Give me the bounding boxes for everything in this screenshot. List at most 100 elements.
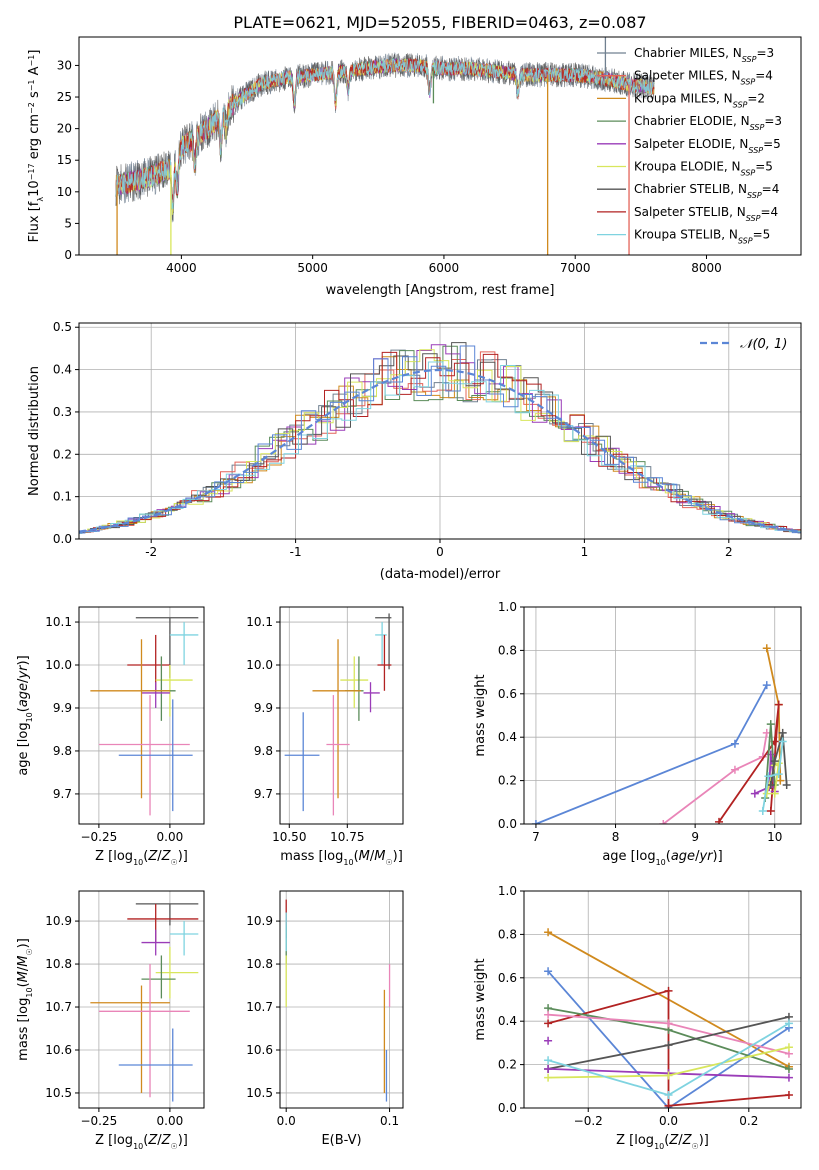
x-axis-label: Z [log10(Z/Z☉)]: [616, 1133, 709, 1151]
weight-marker: [782, 780, 791, 789]
y-axis-label: mass [log10(M/M☉)]: [16, 938, 34, 1061]
plot-area: [284, 613, 392, 816]
x-tick-label: 0: [436, 545, 444, 559]
y-tick-label: 10.9: [45, 914, 72, 928]
legend-entry: Salpeter STELIB, NSSP=4: [634, 205, 778, 223]
y-tick-label: 10.8: [45, 957, 72, 971]
legend-entry: 𝒩(0, 1): [740, 337, 787, 352]
y-tick-label: 0.5: [53, 320, 72, 334]
y-tick-label: 10.7: [246, 1000, 273, 1014]
legend-entry: Chabrier MILES, NSSP=3: [634, 46, 774, 64]
y-tick-label: 10.5: [246, 1086, 273, 1100]
legend-entry: Salpeter ELODIE, NSSP=5: [634, 137, 781, 155]
mass-vs-metallicity-panel: −0.25 0.00 10.5 10.6 10.7 10.8 10.9 Z [log10(Z/…: [16, 890, 205, 1151]
x-tick-label: -1: [290, 545, 302, 559]
weight-marker: [770, 789, 779, 798]
histogram-step: [79, 342, 801, 534]
weight-marker: [664, 986, 673, 995]
weight-marker: [659, 820, 668, 824]
weight-marker: [766, 780, 775, 789]
weight-marker: [784, 1090, 793, 1099]
axes-frame: [78, 606, 205, 825]
weight-marker: [664, 1071, 673, 1080]
axes-frame: [78, 890, 205, 1109]
y-tick-label: 10.6: [246, 1043, 273, 1057]
x-axis-label: (data-model)/error: [380, 567, 501, 582]
x-tick-label: 0.00: [157, 830, 184, 844]
chart-title: PLATE=0621, MJD=52055, FIBERID=0463, z=0…: [233, 13, 646, 32]
histogram-step: [79, 351, 801, 535]
age-vs-mass-panel: 10.50 10.75 9.7 9.8 9.9 10.0 10.1 mass [log10(M…: [246, 606, 404, 867]
y-axis-label: age [log10(age/yr)]: [16, 655, 34, 775]
axes-frame: [523, 606, 802, 825]
weight-marker: [544, 1073, 553, 1082]
y-tick-label: 10.8: [246, 957, 273, 971]
age-vs-metallicity-panel: −0.25 0.00 9.7 9.8 9.9 10.0 10.1 Z [log10(Z/Z☉)…: [16, 606, 205, 867]
axes-frame: [279, 606, 404, 825]
plot-area: [544, 928, 793, 1108]
y-tick-label: 0.2: [498, 1058, 517, 1072]
axes-frame: [78, 36, 802, 256]
weight-line: [662, 732, 768, 824]
x-tick-label: -2: [145, 545, 157, 559]
y-tick-label: 10.6: [45, 1043, 72, 1057]
y-tick-label: 10.1: [246, 615, 273, 629]
weight-vs-age-panel: 7 8 9 10 0.0 0.2 0.4 0.6 0.8 1.0 age [log10(age/yr…: [473, 600, 802, 867]
y-tick-label: 0.8: [498, 643, 517, 657]
plot-area: [531, 644, 791, 824]
x-tick-label: 8: [612, 830, 620, 844]
x-tick-label: −0.25: [80, 830, 117, 844]
weight-marker: [774, 700, 783, 709]
y-axis-label: Normed distribution: [27, 366, 42, 496]
weight-marker: [750, 789, 759, 798]
legend: Chabrier MILES, NSSP=3 Salpeter MILES, NS…: [597, 46, 782, 245]
y-tick-label: 0.4: [498, 1014, 517, 1028]
x-axis-label: Z [log10(Z/Z☉)]: [95, 1133, 188, 1151]
y-tick-label: 0.2: [498, 774, 517, 788]
y-axis-label: Flux [fλ10−17 erg cm−2 s−1 A−1]: [27, 50, 45, 243]
x-axis-label: wavelength [Angstrom, rest frame]: [326, 283, 555, 298]
weight-marker: [544, 928, 553, 937]
weight-marker: [531, 820, 540, 824]
y-tick-label: 0.0: [498, 1101, 517, 1115]
weight-marker: [715, 817, 724, 824]
weight-marker: [544, 1036, 553, 1045]
legend-entry: Kroupa ELODIE, NSSP=5: [634, 160, 773, 178]
weight-marker: [544, 1064, 553, 1073]
x-axis-label: age [log10(age/yr)]: [602, 849, 722, 867]
y-tick-label: 0.2: [53, 447, 72, 461]
x-axis-label: E(B-V): [321, 1133, 361, 1148]
weight-line: [769, 732, 788, 786]
weight-marker: [784, 1073, 793, 1082]
legend-entry: Chabrier ELODIE, NSSP=3: [634, 114, 782, 132]
x-tick-label: 8000: [691, 261, 722, 275]
x-tick-label: 0.1: [380, 1114, 399, 1128]
y-tick-label: 15: [57, 153, 72, 167]
normal-curve: [79, 368, 801, 533]
weight-line: [761, 741, 784, 812]
weight-marker: [544, 1019, 553, 1028]
weight-marker: [664, 1101, 673, 1108]
y-tick-label: 0.4: [498, 730, 517, 744]
x-tick-label: 9: [691, 830, 699, 844]
weight-marker: [784, 1064, 793, 1073]
weight-marker: [544, 1010, 553, 1019]
y-axis-label: mass weight: [473, 958, 488, 1040]
weight-marker: [544, 967, 553, 976]
x-tick-label: 1: [581, 545, 589, 559]
x-tick-label: −0.2: [574, 1114, 603, 1128]
y-tick-label: 10.9: [246, 914, 273, 928]
y-tick-label: 9.7: [254, 787, 273, 801]
weight-marker: [764, 772, 773, 781]
y-tick-label: 10.7: [45, 1000, 72, 1014]
y-tick-label: 9.9: [254, 701, 273, 715]
x-tick-label: 10.75: [330, 830, 364, 844]
weight-marker: [770, 757, 779, 766]
x-tick-label: 6000: [429, 261, 460, 275]
y-tick-label: 0.0: [53, 532, 72, 546]
weight-marker: [664, 1019, 673, 1028]
weight-marker: [778, 737, 787, 746]
plot-area: [285, 899, 391, 1102]
histogram-step: [79, 345, 801, 534]
